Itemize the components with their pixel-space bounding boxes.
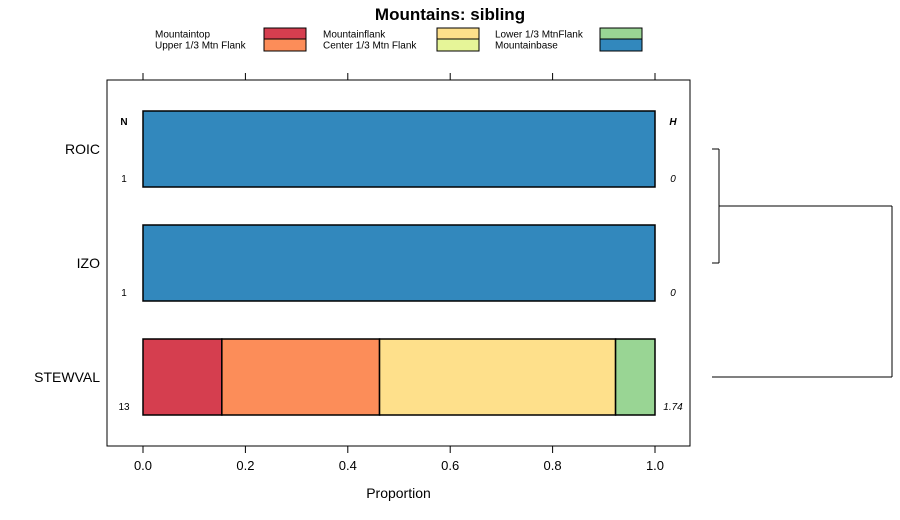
dendrogram (712, 148, 893, 378)
plot-frame (106, 79, 691, 447)
x-axis-title: Proportion (366, 485, 431, 501)
x-tick-label: 0.6 (441, 458, 459, 473)
h-value-stewval: 1.74 (663, 402, 683, 413)
legend-label-mountainflank: Mountainflank (323, 30, 386, 41)
category-label-izo: IZO (77, 255, 100, 271)
bar-roic-mountainbase (142, 110, 656, 188)
category-labels: ROIC IZO STEWVAL (34, 141, 100, 385)
legend-swatch-center-1-3-mtn-flank (436, 38, 480, 52)
legend-swatch-mountaintop (263, 27, 307, 41)
n-value-roic: 1 (121, 174, 127, 185)
h-value-izo: 0 (670, 288, 676, 299)
side-labels: N H 1 0 1 0 13 1.74 (118, 117, 683, 413)
legend-swatch-mountainflank (436, 27, 480, 41)
h-column-header: H (669, 117, 677, 128)
x-tick-label: 0.0 (134, 458, 152, 473)
n-column-header: N (120, 117, 127, 128)
chart-title: Mountains: sibling (375, 5, 525, 24)
bar-stewval-lower-1-3-mtnflank (614, 338, 656, 416)
legend-label-mountainbase: Mountainbase (495, 41, 558, 52)
category-label-stewval: STEWVAL (34, 369, 100, 385)
legend-swatch-lower-1-3-mtnflank (599, 27, 643, 41)
bar-stewval-upper-1-3-mtn-flank (221, 338, 381, 416)
n-value-izo: 1 (121, 288, 127, 299)
bars (142, 110, 656, 416)
legend-label-lower-1-3-mtnflank: Lower 1/3 MtnFlank (495, 30, 584, 41)
legend-label-mountaintop: Mountaintop (155, 30, 210, 41)
bar-stewval-mountaintop (142, 338, 223, 416)
bar-izo-mountainbase (142, 224, 656, 302)
legend-swatch-upper-1-3-mtn-flank (263, 38, 307, 52)
legend-label-upper-1-3-mtn-flank: Upper 1/3 Mtn Flank (155, 41, 247, 52)
category-label-roic: ROIC (65, 141, 100, 157)
x-tick-label: 0.2 (236, 458, 254, 473)
legend-label-center-1-3-mtn-flank: Center 1/3 Mtn Flank (323, 41, 417, 52)
n-value-stewval: 13 (118, 402, 130, 413)
x-tick-label: 0.4 (339, 458, 357, 473)
legend-swatch-mountainbase (599, 38, 643, 52)
x-axis: 0.0 0.2 0.4 0.6 0.8 1.0 (134, 73, 664, 473)
bar-stewval-mountainflank (378, 338, 617, 416)
x-tick-label: 1.0 (646, 458, 664, 473)
x-tick-label: 0.8 (544, 458, 562, 473)
h-value-roic: 0 (670, 174, 676, 185)
